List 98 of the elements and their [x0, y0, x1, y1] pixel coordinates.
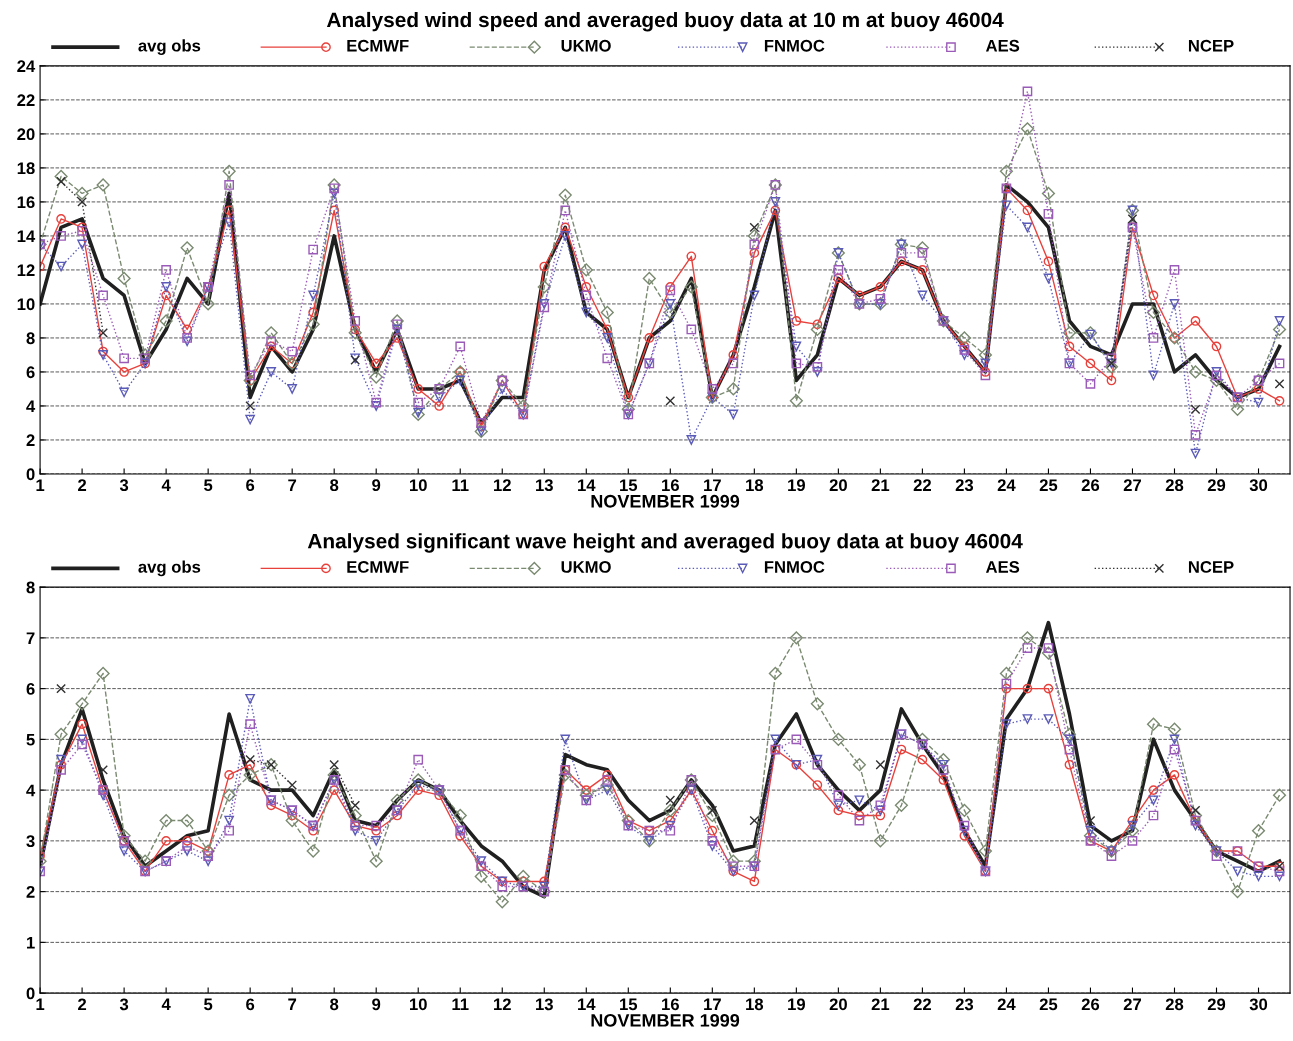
legend-label: UKMO	[561, 39, 611, 52]
x-tick-label: 8	[330, 479, 339, 492]
x-tick-label: 18	[746, 998, 764, 1011]
legend-label: AES	[985, 561, 1020, 573]
x-tick-label: 24	[997, 998, 1016, 1011]
x-tick-label: 1	[36, 998, 45, 1011]
x-tick-label: 25	[1039, 998, 1058, 1011]
legend-label: AES	[985, 39, 1020, 52]
x-tick-label: 28	[1165, 479, 1184, 492]
x-tick-label: 26	[1081, 479, 1100, 492]
legend-label: ECMWF	[347, 39, 409, 52]
y-tick-label: 16	[17, 196, 35, 209]
legend-label: ECMWF	[347, 561, 409, 573]
y-tick-label: 18	[17, 162, 35, 175]
x-tick-label: 20	[829, 998, 847, 1011]
x-tick-label: 3	[119, 479, 129, 492]
legend-label: UKMO	[561, 561, 611, 573]
x-tick-label: 8	[330, 998, 339, 1011]
x-tick-label: 22	[913, 998, 931, 1011]
x-tick-label: 11	[452, 479, 469, 491]
legend-label: avg obs	[138, 39, 201, 55]
y-tick-label: 20	[17, 128, 35, 141]
x-tick-label: 27	[1123, 479, 1142, 491]
x-axis-title: NOVEMBER 1999	[591, 494, 740, 508]
x-tick-label: 15	[620, 998, 638, 1011]
x-tick-label: 30	[1249, 479, 1268, 492]
x-tick-label: 13	[536, 479, 553, 492]
x-tick-label: 10	[410, 479, 427, 492]
x-tick-label: 2	[78, 479, 87, 491]
x-tick-label: 29	[1207, 479, 1226, 492]
x-tick-label: 12	[494, 998, 511, 1011]
x-tick-label: 4	[161, 998, 171, 1011]
y-tick-label: 10	[17, 298, 35, 311]
x-tick-label: 25	[1039, 479, 1058, 492]
x-tick-label: 9	[372, 479, 381, 492]
legend-label: FNMOC	[764, 39, 825, 52]
x-tick-label: 10	[410, 998, 427, 1011]
x-tick-label: 5	[204, 998, 213, 1011]
x-tick-label: 24	[997, 479, 1016, 491]
x-tick-label: 21	[871, 998, 890, 1011]
y-tick-label: 3	[26, 835, 35, 848]
x-tick-label: 23	[955, 479, 974, 492]
x-tick-label: 22	[913, 479, 931, 491]
y-tick-label: 6	[26, 683, 35, 695]
x-tick-label: 16	[662, 479, 679, 492]
y-tick-label: 14	[17, 230, 36, 242]
y-tick-label: 8	[26, 581, 35, 594]
y-tick-label: 12	[17, 264, 35, 276]
y-tick-label: 4	[26, 400, 36, 412]
y-tick-label: 2	[26, 886, 35, 898]
y-tick-label: 2	[26, 434, 35, 446]
y-tick-label: 8	[26, 332, 35, 345]
x-tick-label: 15	[620, 479, 638, 492]
y-tick-label: 1	[27, 936, 35, 949]
x-tick-label: 1	[36, 479, 45, 491]
y-tick-label: 6	[26, 366, 35, 379]
x-tick-label: 17	[704, 479, 721, 491]
x-tick-label: 3	[119, 998, 129, 1011]
y-tick-label: 7	[26, 632, 35, 644]
y-tick-label: 0	[26, 468, 35, 481]
x-tick-label: 9	[372, 998, 381, 1011]
chart-title: Analysed wind speed and averaged buoy data at 10 m at buoy 46004	[326, 11, 1004, 32]
x-tick-label: 20	[829, 479, 847, 492]
x-tick-label: 6	[246, 998, 255, 1011]
x-tick-label: 12	[494, 479, 511, 491]
x-tick-label: 2	[78, 998, 87, 1011]
legend-label: NCEP	[1188, 39, 1234, 52]
y-tick-label: 4	[26, 784, 36, 797]
legend-label: avg obs	[138, 560, 201, 577]
x-tick-label: 14	[578, 479, 596, 491]
x-tick-label: 13	[536, 998, 553, 1011]
x-tick-label: 18	[746, 479, 764, 492]
x-tick-label: 29	[1207, 998, 1226, 1011]
x-tick-label: 30	[1249, 998, 1268, 1011]
x-tick-label: 27	[1123, 998, 1142, 1011]
x-tick-label: 23	[955, 998, 974, 1011]
x-tick-label: 5	[204, 479, 213, 492]
legend-label: FNMOC	[764, 561, 825, 573]
x-tick-label: 17	[704, 998, 721, 1011]
x-tick-label: 26	[1081, 998, 1100, 1011]
x-axis-title: NOVEMBER 1999	[591, 1013, 740, 1027]
y-tick-label: 0	[26, 987, 35, 1000]
chart-title: Analysed significant wave height and averaged buoy data at buoy 46004	[307, 533, 1023, 553]
x-tick-label: 19	[788, 479, 805, 492]
x-tick-label: 11	[452, 998, 469, 1011]
x-tick-label: 7	[288, 479, 297, 491]
x-tick-label: 7	[288, 998, 297, 1011]
x-tick-label: 21	[871, 479, 890, 491]
x-tick-label: 4	[161, 479, 171, 491]
y-tick-label: 22	[17, 94, 35, 106]
x-tick-label: 28	[1165, 998, 1184, 1011]
x-tick-label: 14	[578, 998, 596, 1011]
y-tick-label: 24	[17, 60, 36, 72]
x-tick-label: 6	[246, 479, 255, 492]
y-tick-label: 5	[26, 733, 35, 746]
legend-label: NCEP	[1188, 561, 1234, 573]
x-tick-label: 19	[788, 998, 805, 1011]
x-tick-label: 16	[662, 998, 679, 1011]
